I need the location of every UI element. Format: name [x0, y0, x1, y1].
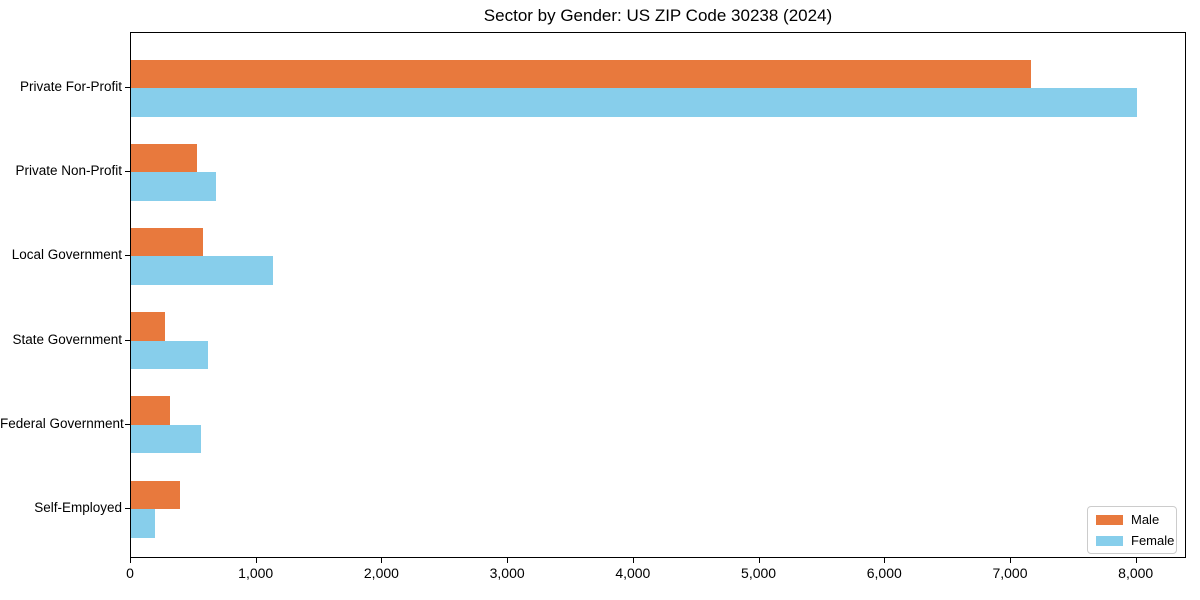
y-tick-label: Local Government [11, 247, 122, 263]
x-tick-mark [1135, 558, 1137, 563]
y-tick-mark [125, 423, 130, 425]
x-tick-label: 6,000 [866, 565, 902, 581]
legend-swatch-male-icon [1096, 514, 1123, 525]
y-tick-mark [125, 508, 130, 509]
x-tick-label: 7,000 [992, 565, 1028, 581]
bar-male-2 [131, 227, 203, 257]
y-tick-label: Private Non-Profit [15, 163, 122, 179]
x-tick-mark [507, 558, 509, 563]
legend-item-male: Male [1096, 512, 1168, 527]
legend: Male Female [1087, 506, 1177, 554]
bar-female-3 [131, 340, 209, 370]
bar-female-4 [131, 424, 201, 454]
y-tick-label: State Government [12, 331, 122, 347]
bar-female-5 [131, 509, 156, 538]
y-tick-mark [125, 339, 130, 341]
bar-female-0 [131, 88, 1137, 117]
bar-female-2 [131, 256, 274, 285]
x-tick-label: 4,000 [615, 565, 651, 581]
x-tick-mark [130, 558, 131, 563]
y-tick-mark [125, 255, 130, 257]
plot-area [130, 32, 1186, 558]
y-tick-label: Federal Government [0, 415, 124, 431]
x-tick-mark [1010, 558, 1011, 563]
y-tick-label: Self-Employed [34, 500, 122, 515]
legend-item-female: Female [1096, 533, 1174, 548]
bar-male-0 [131, 59, 1032, 88]
y-tick-label: Private For-Profit [19, 79, 122, 94]
x-tick-label: 2,000 [363, 565, 399, 581]
x-tick-label: 5,000 [741, 565, 777, 581]
bar-female-1 [131, 172, 216, 201]
bar-male-4 [131, 396, 170, 425]
x-tick-mark [381, 558, 383, 563]
x-tick-mark [632, 558, 634, 563]
chart-title: Sector by Gender: US ZIP Code 30238 (202… [483, 6, 833, 25]
legend-label-female: Female [1131, 533, 1175, 548]
y-tick-mark [125, 171, 130, 173]
x-tick-label: 0 [126, 565, 134, 581]
x-tick-mark [884, 558, 886, 563]
x-tick-label: 8,000 [1118, 565, 1154, 581]
x-tick-label: 3,000 [489, 565, 525, 581]
bar-male-5 [131, 480, 181, 509]
x-tick-mark [255, 558, 257, 563]
y-tick-mark [125, 87, 130, 88]
x-tick-mark [758, 558, 760, 563]
x-tick-label: 1,000 [238, 565, 274, 581]
legend-swatch-female-icon [1096, 535, 1123, 546]
bar-male-1 [131, 143, 197, 173]
bar-male-3 [131, 312, 166, 341]
legend-label-male: Male [1131, 512, 1160, 527]
